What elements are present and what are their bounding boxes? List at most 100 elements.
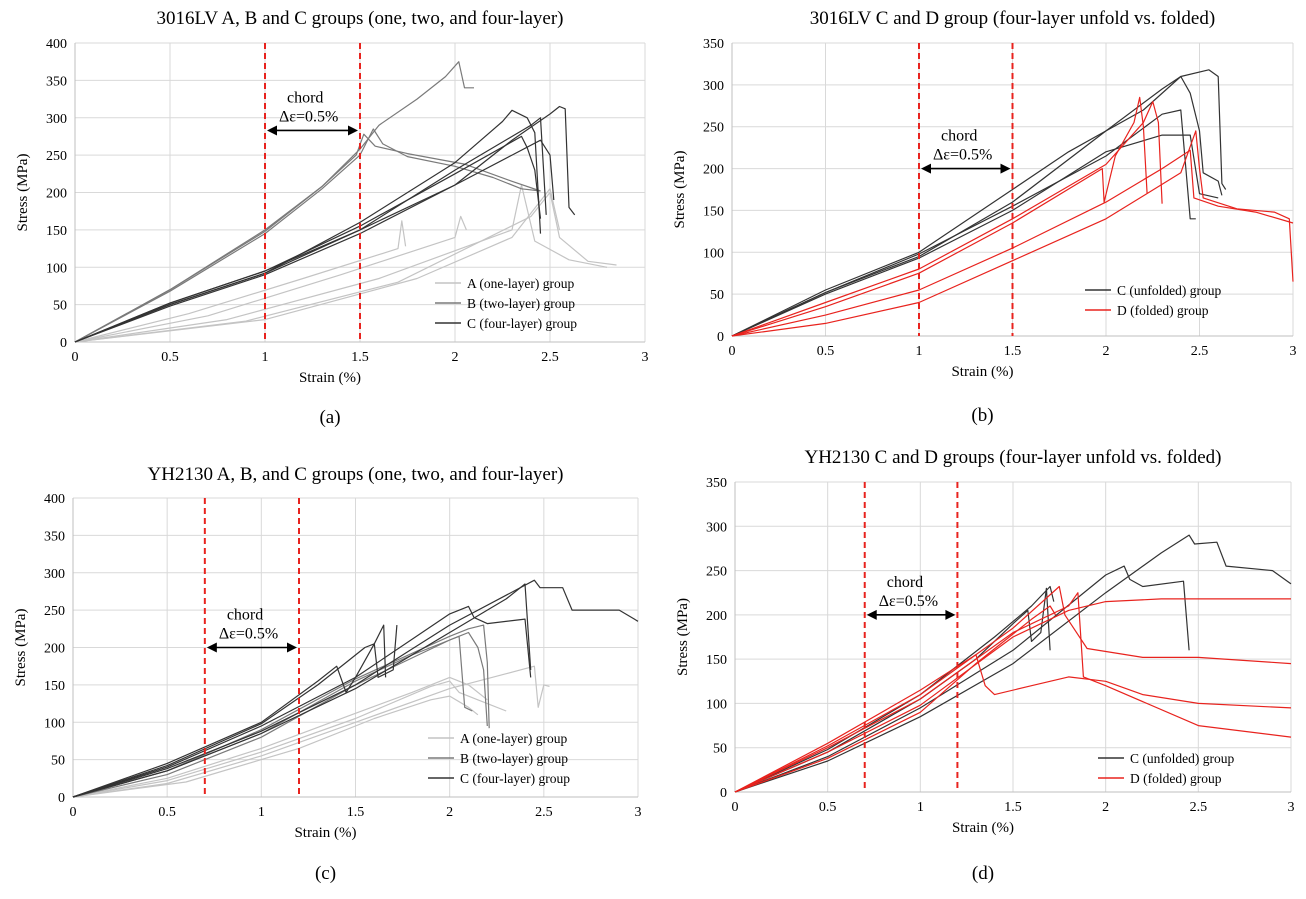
legend-label: C (four-layer) group bbox=[467, 316, 577, 331]
y-tick-label: 400 bbox=[46, 37, 67, 52]
series-curve bbox=[72, 625, 398, 798]
y-axis-label: Stress (MPa) bbox=[15, 154, 31, 232]
y-tick-label: 150 bbox=[44, 679, 65, 694]
y-tick-label: 200 bbox=[706, 609, 727, 624]
series-curve bbox=[72, 624, 490, 798]
x-axis-label: Strain (%) bbox=[299, 370, 361, 386]
legend-label: C (unfolded) group bbox=[1117, 283, 1221, 298]
y-axis-label: Stress (MPa) bbox=[672, 151, 688, 229]
y-tick-label: 100 bbox=[46, 261, 67, 276]
y-tick-label: 350 bbox=[703, 37, 724, 52]
y-tick-label: 50 bbox=[710, 288, 724, 303]
x-tick-label: 2.5 bbox=[535, 805, 553, 820]
x-tick-label: 0.5 bbox=[819, 800, 837, 815]
y-tick-label: 250 bbox=[44, 604, 65, 619]
x-tick-label: 0 bbox=[729, 344, 736, 359]
series-curve bbox=[734, 605, 1057, 793]
series-curve bbox=[72, 676, 488, 798]
legend-label: C (four-layer) group bbox=[460, 771, 570, 786]
series-curve bbox=[74, 61, 474, 343]
legend-label: B (two-layer) group bbox=[467, 296, 575, 311]
x-tick-label: 1 bbox=[916, 344, 923, 359]
series-curve bbox=[72, 665, 550, 798]
chord-delta-label: Δε=0.5% bbox=[879, 593, 938, 610]
series-curve bbox=[731, 149, 1294, 337]
y-axis-label: Stress (MPa) bbox=[675, 598, 691, 676]
x-tick-label: 1 bbox=[917, 800, 924, 815]
chart-panel-1: 3016LV C and D group (four-layer unfold … bbox=[672, 8, 1297, 426]
series-curve bbox=[72, 631, 488, 798]
x-tick-label: 2 bbox=[446, 805, 453, 820]
x-tick-label: 2 bbox=[1102, 800, 1109, 815]
y-tick-label: 150 bbox=[706, 653, 727, 668]
y-tick-label: 0 bbox=[720, 786, 727, 801]
x-tick-label: 2 bbox=[1103, 344, 1110, 359]
chart-panel-0: 3016LV A, B and C groups (one, two, and … bbox=[15, 8, 649, 428]
chord-arrowhead-left bbox=[921, 163, 931, 174]
y-tick-label: 300 bbox=[46, 112, 67, 127]
series-curve bbox=[74, 184, 608, 343]
y-tick-label: 0 bbox=[60, 336, 67, 351]
y-tick-label: 200 bbox=[703, 163, 724, 178]
x-tick-label: 2.5 bbox=[1190, 800, 1208, 815]
chord-arrowhead-right bbox=[1000, 163, 1011, 174]
series-curve bbox=[74, 133, 541, 343]
x-tick-label: 3 bbox=[1290, 344, 1297, 359]
legend-label: C (unfolded) group bbox=[1130, 751, 1234, 766]
series-curve bbox=[72, 624, 387, 798]
y-tick-label: 250 bbox=[703, 121, 724, 136]
x-tick-label: 0.5 bbox=[161, 350, 179, 365]
series-curve bbox=[734, 534, 1292, 793]
series-curve bbox=[72, 695, 479, 798]
y-tick-label: 0 bbox=[58, 791, 65, 806]
y-tick-label: 100 bbox=[703, 246, 724, 261]
y-tick-label: 150 bbox=[46, 224, 67, 239]
series-curve bbox=[731, 134, 1219, 337]
series-curve bbox=[74, 128, 541, 343]
chord-label: chord bbox=[287, 89, 323, 106]
x-tick-label: 1.5 bbox=[351, 350, 369, 365]
legend-label: B (two-layer) group bbox=[460, 751, 568, 766]
chart-title: 3016LV A, B and C groups (one, two, and … bbox=[156, 8, 563, 29]
x-tick-label: 1 bbox=[258, 805, 265, 820]
x-tick-label: 1 bbox=[262, 350, 269, 365]
y-tick-label: 0 bbox=[717, 330, 724, 345]
series-curve bbox=[731, 101, 1163, 337]
chart-title: 3016LV C and D group (four-layer unfold … bbox=[810, 8, 1215, 29]
y-tick-label: 250 bbox=[46, 149, 67, 164]
y-tick-label: 350 bbox=[44, 529, 65, 544]
series-curve bbox=[74, 135, 542, 343]
series-curve bbox=[734, 585, 1055, 793]
series-curve bbox=[734, 565, 1190, 793]
chord-label: chord bbox=[887, 574, 923, 591]
series-curve bbox=[731, 96, 1148, 337]
series-curve bbox=[731, 75, 1223, 337]
chord-arrowhead-left bbox=[206, 642, 217, 653]
legend-label: D (folded) group bbox=[1117, 303, 1209, 318]
chord-label: chord bbox=[227, 607, 263, 624]
series-curve bbox=[72, 680, 507, 798]
panel-label: (a) bbox=[319, 407, 340, 428]
x-tick-label: 0 bbox=[70, 805, 77, 820]
y-axis-label: Stress (MPa) bbox=[13, 609, 29, 687]
series-curve bbox=[74, 220, 407, 343]
x-tick-label: 2 bbox=[452, 350, 459, 365]
y-tick-label: 150 bbox=[703, 204, 724, 219]
chart-panel-2: YH2130 A, B, and C groups (one, two, and… bbox=[13, 464, 642, 884]
y-tick-label: 300 bbox=[703, 79, 724, 94]
chord-delta-label: Δε=0.5% bbox=[279, 108, 338, 125]
series-curve bbox=[74, 139, 555, 343]
x-tick-label: 3 bbox=[642, 350, 649, 365]
series-curve bbox=[74, 215, 467, 343]
y-tick-label: 250 bbox=[706, 565, 727, 580]
series-curve bbox=[74, 191, 617, 343]
series-curve bbox=[734, 598, 1291, 793]
x-tick-label: 0.5 bbox=[158, 805, 176, 820]
series-curve bbox=[72, 605, 532, 798]
panel-label: (c) bbox=[315, 863, 336, 884]
x-axis-label: Strain (%) bbox=[952, 820, 1014, 836]
chart-title: YH2130 C and D groups (four-layer unfold… bbox=[804, 447, 1221, 468]
chord-delta-label: Δε=0.5% bbox=[933, 147, 992, 164]
series-curve bbox=[731, 130, 1294, 337]
